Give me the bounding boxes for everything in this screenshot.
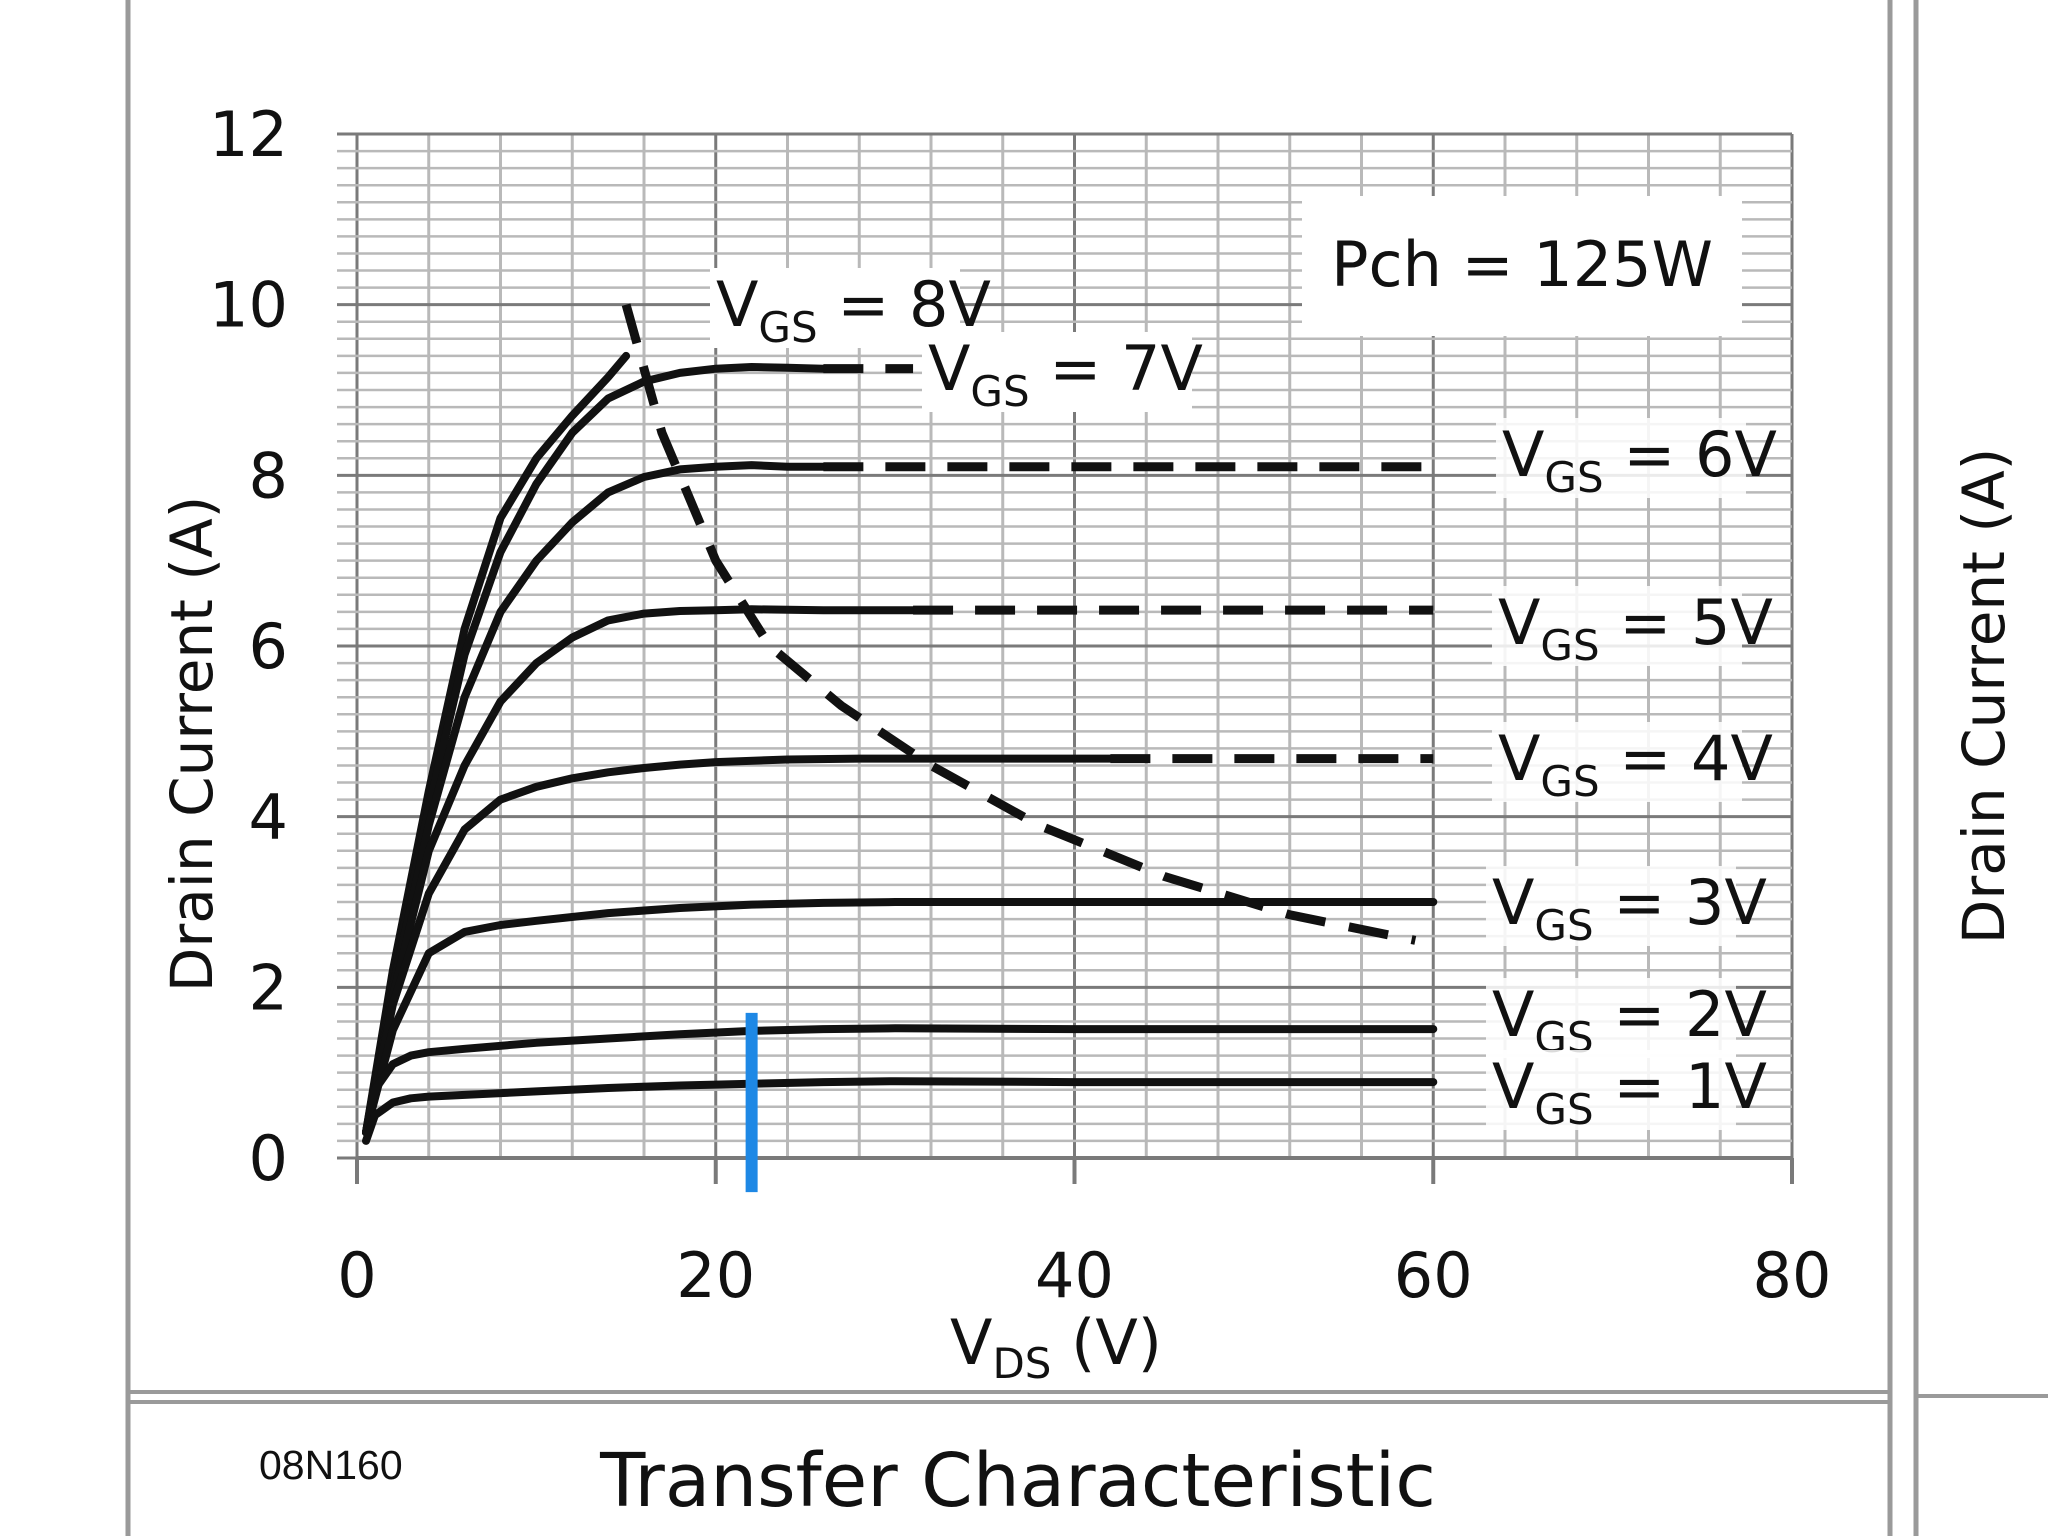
series-label-vgs-3: VGS = 3V [1492, 866, 1767, 950]
series-label-vgs-6: VGS = 6V [1502, 418, 1777, 502]
label-backdrop [922, 332, 1192, 412]
series-label-vgs-7: VGS = 7V [928, 332, 1203, 416]
pch-annotation: Pch = 125W [1331, 228, 1713, 301]
x-tick-label: 0 [337, 1239, 376, 1312]
label-backdrop [1492, 722, 1742, 802]
curve-vgs-6 [362, 461, 828, 1137]
label-backdrop [710, 268, 960, 348]
x-tick-label: 80 [1753, 1239, 1832, 1312]
y-tick-label: 6 [249, 610, 288, 683]
label-backdrop [1486, 1050, 1736, 1130]
x-tick-label: 20 [676, 1239, 755, 1312]
curve-vgs-8 [362, 351, 631, 1137]
series-label-vgs-5: VGS = 5V [1498, 586, 1773, 670]
power-limit-curve [621, 303, 1417, 945]
annotation-box [1302, 196, 1742, 336]
y-tick-label: 4 [249, 781, 288, 854]
x-axis-label: VDS (V) [950, 1306, 1162, 1388]
x-tick-label: 60 [1394, 1239, 1473, 1312]
y-tick-label: 2 [249, 951, 288, 1024]
curve-vgs-7 [362, 363, 828, 1137]
series-label-vgs-1: VGS = 1V [1492, 1050, 1767, 1134]
y-tick-label: 0 [249, 1122, 288, 1195]
curve-vgs-2 [362, 1024, 1438, 1137]
y-tick-label: 12 [209, 98, 288, 171]
label-backdrop [1486, 978, 1736, 1058]
x-tick-label: 40 [1035, 1239, 1114, 1312]
series-label-vgs-8: VGS = 8V [716, 268, 991, 352]
y-tick-label: 8 [249, 439, 288, 512]
curve-vgs-4 [362, 754, 1115, 1137]
curves [362, 303, 1438, 1145]
label-backdrop [1496, 418, 1746, 498]
y-tick-label: 10 [209, 269, 288, 342]
next-panel-y-label: Drain Current (A) [1950, 448, 2018, 945]
series-label-vgs-4: VGS = 4V [1498, 722, 1773, 806]
curve-vgs-1 [362, 1077, 1438, 1145]
curve-vgs-3 [362, 898, 1438, 1137]
label-backdrop [1486, 866, 1736, 946]
y-axis-label: Drain Current (A) [158, 496, 226, 993]
label-backdrop [1492, 586, 1742, 666]
